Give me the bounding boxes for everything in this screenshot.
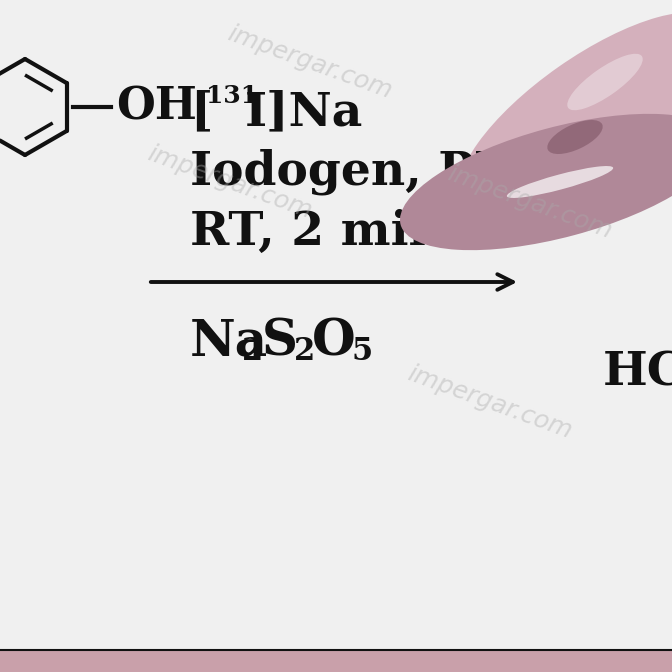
Text: 5: 5	[352, 337, 373, 368]
Bar	[0, 650, 672, 672]
Text: [: [	[190, 89, 212, 135]
Text: 131: 131	[206, 84, 258, 108]
Text: impergar.com: impergar.com	[405, 361, 576, 443]
Ellipse shape	[400, 114, 672, 250]
Text: OH: OH	[116, 85, 197, 128]
Text: impergar.com: impergar.com	[144, 141, 316, 223]
Ellipse shape	[459, 12, 672, 212]
Text: impergar.com: impergar.com	[224, 21, 396, 103]
Text: O: O	[312, 317, 355, 366]
Ellipse shape	[547, 120, 603, 154]
Text: I]Na: I]Na	[245, 89, 364, 135]
Text: impergar.com: impergar.com	[444, 161, 616, 243]
Ellipse shape	[567, 54, 642, 110]
Ellipse shape	[507, 166, 613, 198]
Text: 2: 2	[294, 337, 315, 368]
Text: RT, 2 min: RT, 2 min	[190, 209, 443, 255]
Text: 2: 2	[242, 337, 263, 368]
Text: S: S	[262, 317, 298, 366]
Text: Na: Na	[190, 317, 268, 366]
Text: HC: HC	[603, 349, 672, 395]
Text: Iodogen, PBS: Iodogen, PBS	[190, 149, 548, 196]
